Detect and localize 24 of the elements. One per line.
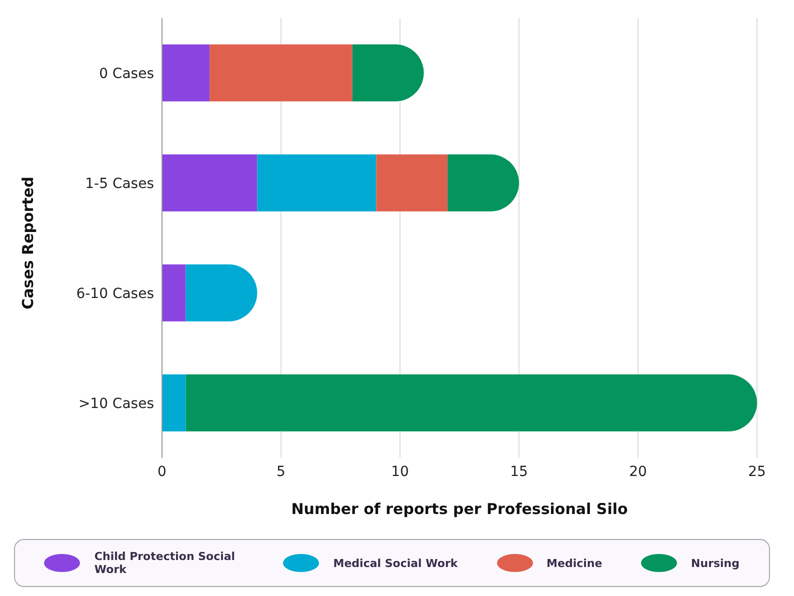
x-tick-label: 15 (510, 464, 528, 480)
y-tick-label: >10 Cases (78, 396, 154, 412)
y-tick-label: 6-10 Cases (76, 286, 154, 302)
bar (376, 154, 448, 212)
bar (162, 264, 186, 322)
y-tick-label: 1-5 Cases (85, 176, 154, 192)
bar (162, 44, 210, 102)
x-tick-label: 5 (276, 464, 286, 480)
bar (162, 154, 258, 212)
x-tick-label: 25 (748, 464, 766, 480)
legend-label: Child Protection Social Work (94, 550, 236, 576)
legend-label: Medicine (546, 556, 602, 570)
bar (186, 374, 757, 432)
legend-label: Nursing (691, 556, 740, 570)
bar (162, 374, 186, 432)
y-tick-label: 0 Cases (99, 66, 154, 82)
bar (257, 154, 376, 212)
legend-label: Medical Social Work (333, 556, 458, 570)
bar (210, 44, 352, 102)
y-axis-title: Cases Reported (19, 176, 37, 310)
x-axis-title: Number of reports per Professional Silo (290, 500, 629, 518)
x-tick-label: 20 (629, 464, 647, 480)
x-tick-label: 10 (391, 464, 409, 480)
x-tick-label: 0 (158, 464, 166, 480)
